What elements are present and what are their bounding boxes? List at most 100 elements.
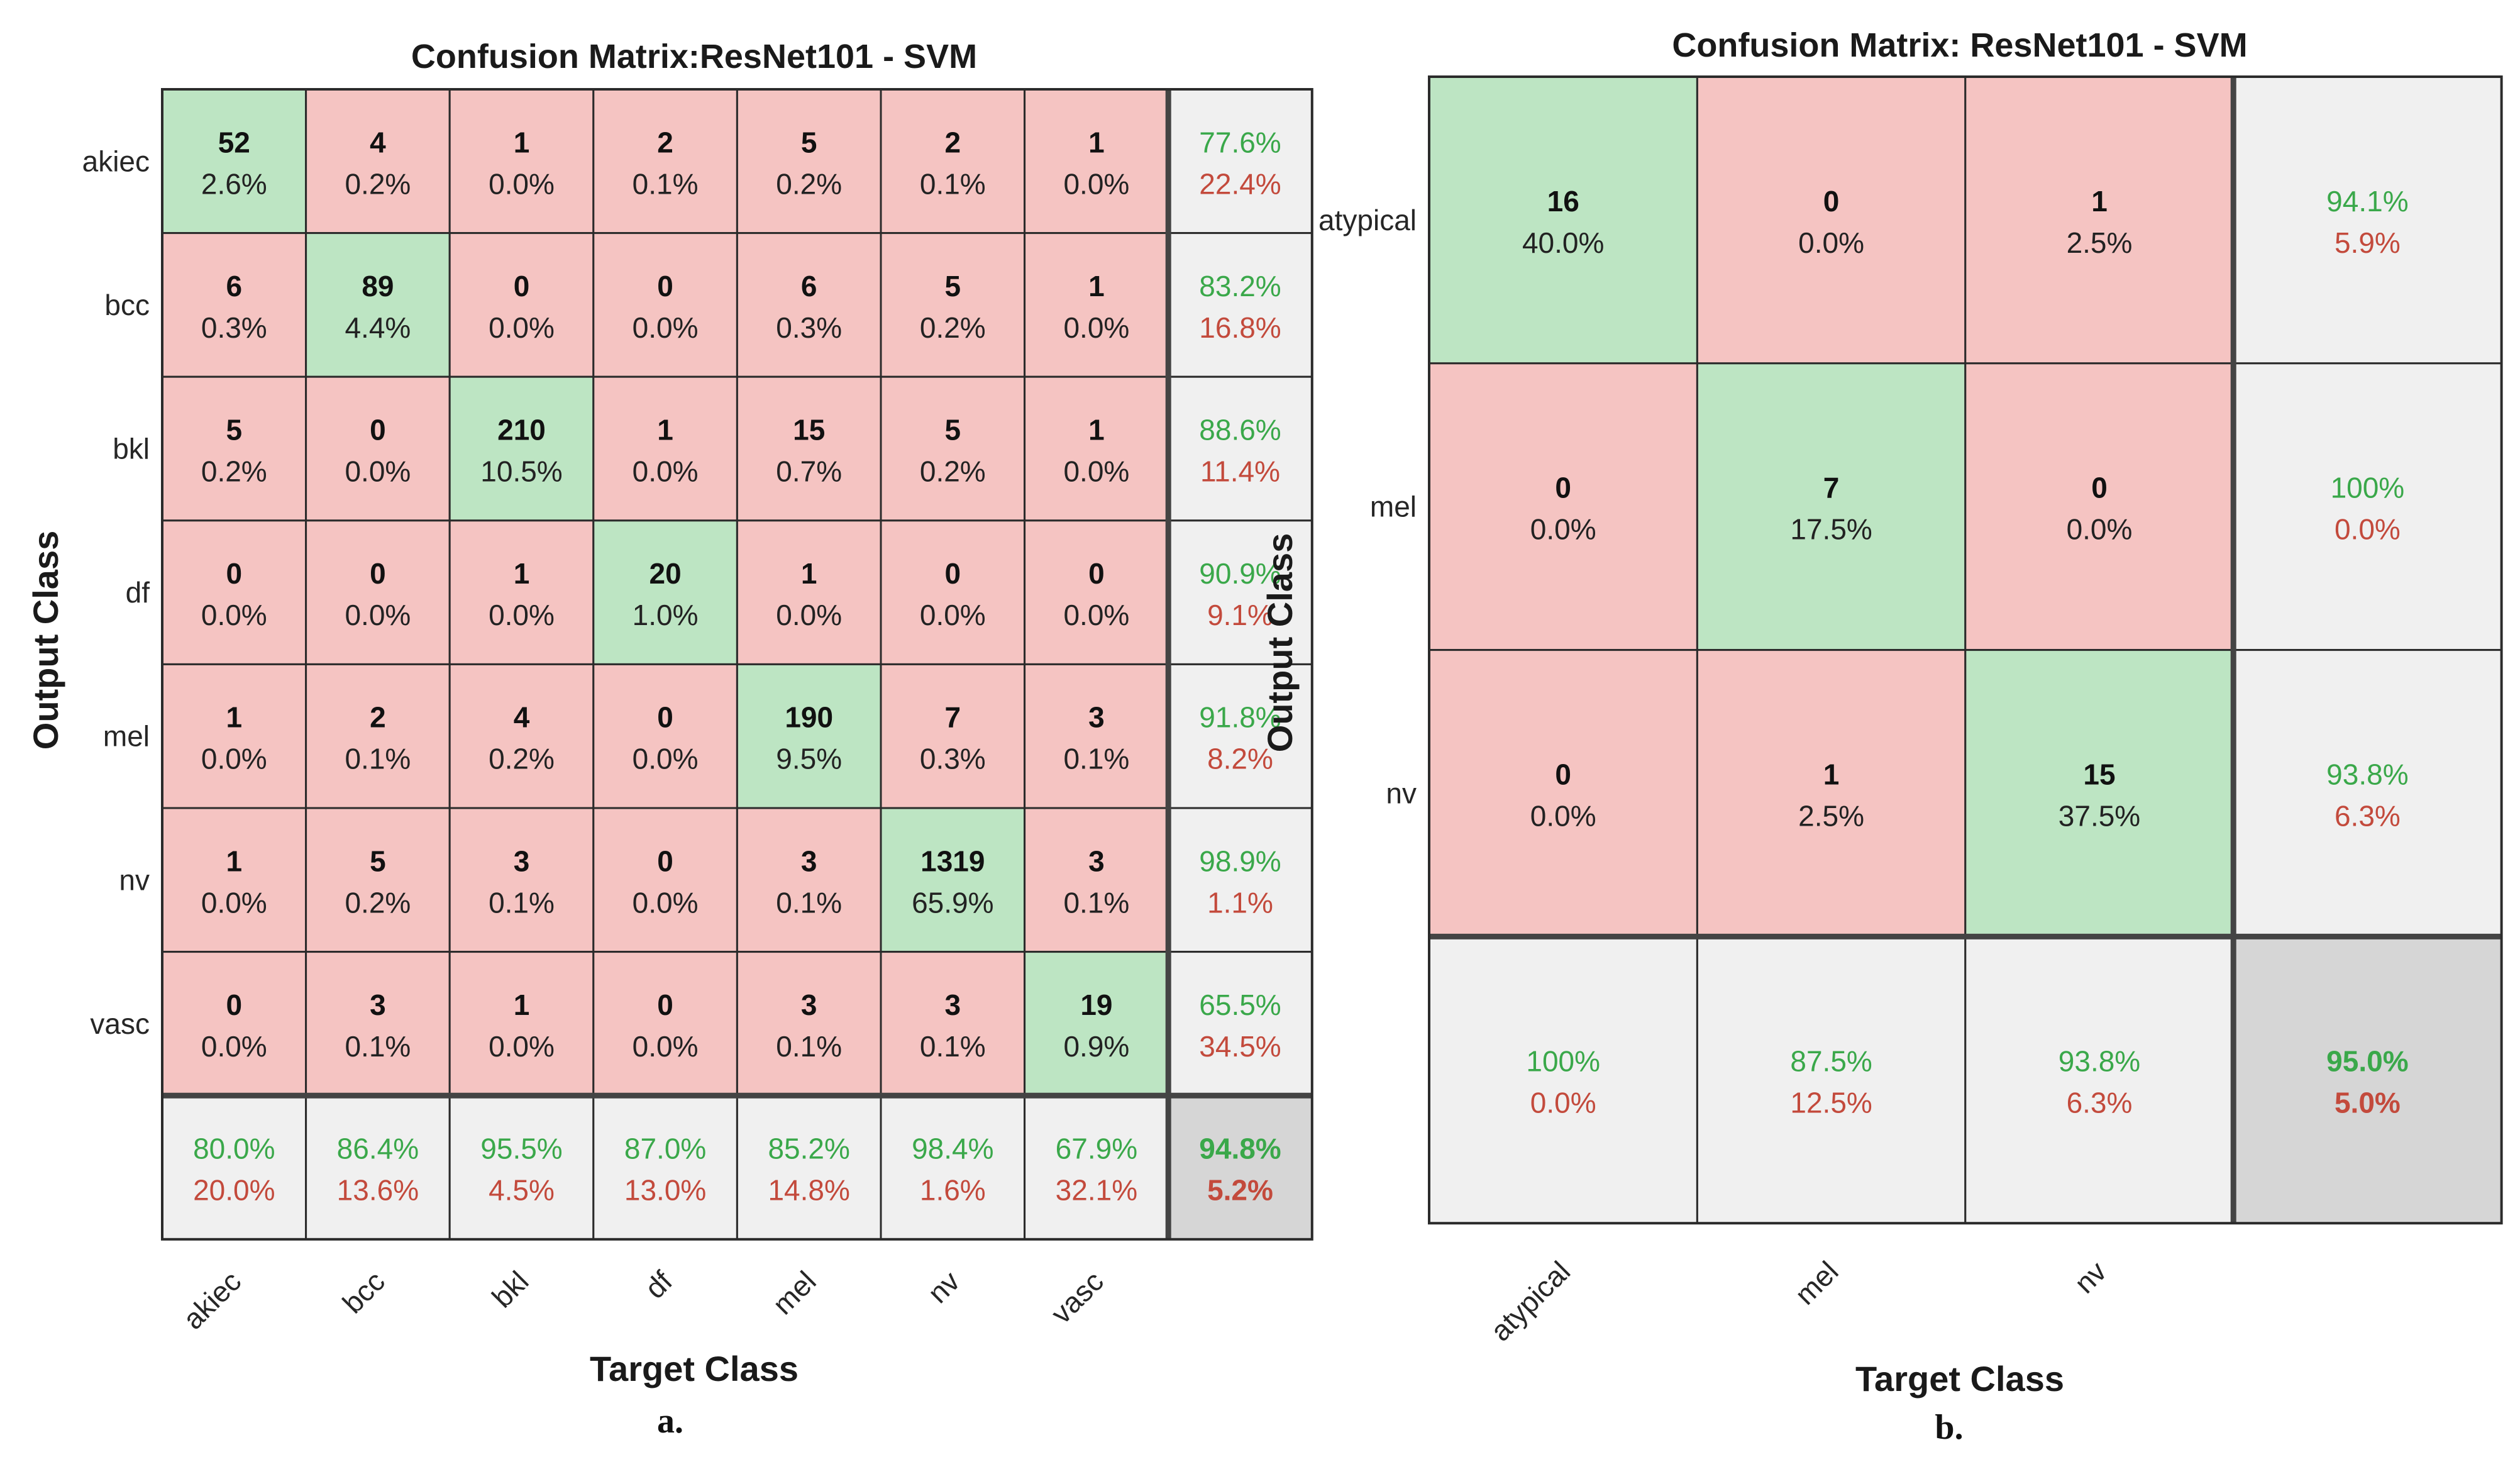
correct-cell-r0-c0	[161, 88, 307, 235]
correct-cell-r3-c3	[592, 519, 738, 665]
summary-correct-percent: 87.0%	[624, 1133, 706, 1165]
cell-percent: 0.0%	[201, 743, 267, 775]
misclassified-cell-r0-c2	[1964, 75, 2235, 365]
cell-percent: 0.0%	[633, 743, 699, 775]
misclassified-cell-r6-c5	[880, 951, 1026, 1097]
cell-percent: 0.1%	[345, 743, 411, 775]
cell-percent: 0.0%	[633, 1030, 699, 1063]
cell-percent: 0.0%	[1530, 800, 1596, 833]
column-tick-label: nv	[2068, 1255, 2113, 1300]
misclassified-cell-r2-c0	[1428, 649, 1698, 938]
correct-cell-r1-c1	[1696, 362, 1967, 651]
cell-count: 5	[945, 270, 961, 302]
cell-count: 5	[801, 126, 817, 158]
misclassified-cell-r0-c5	[880, 88, 1026, 235]
cell-count: 6	[226, 270, 243, 302]
summary-correct-percent: 95.0%	[2326, 1044, 2408, 1077]
summary-error-percent: 5.0%	[2335, 1086, 2401, 1119]
cell-count: 5	[370, 845, 386, 877]
cell-percent: 0.0%	[1063, 167, 1129, 200]
cell-percent: 0.1%	[776, 1030, 842, 1063]
misclassified-cell-r5-c2	[448, 807, 595, 953]
misclassified-cell-r6-c3	[592, 951, 738, 1097]
x-axis-label: Target Class	[590, 1349, 799, 1388]
misclassified-cell-r5-c0	[161, 807, 307, 953]
summary-error-percent: 20.0%	[193, 1174, 275, 1207]
cell-percent: 0.0%	[489, 167, 555, 200]
row-tick-label: bkl	[113, 433, 150, 465]
misclassified-cell-r3-c4	[736, 519, 882, 665]
cell-count: 1	[514, 557, 530, 590]
cell-count: 4	[370, 126, 386, 158]
misclassified-cell-r5-c1	[305, 807, 451, 953]
misclassified-cell-r6-c0	[161, 951, 307, 1097]
confusion-matrix-a: Confusion Matrix:ResNet101 - SVM 5 2 2.6% 4 0…	[26, 38, 1313, 1441]
summary-error-percent: 16.8%	[1199, 311, 1281, 344]
cell-count: 1	[226, 845, 243, 877]
misclassified-cell-r3-c5	[880, 519, 1026, 665]
summary-error-percent: 0.0%	[2335, 513, 2401, 546]
cell-percent: 2.6%	[201, 167, 267, 200]
summary-error-percent: 5.2%	[1207, 1174, 1273, 1207]
column-tick-label: nv	[921, 1265, 966, 1309]
correct-cell-r4-c4	[736, 663, 882, 809]
row-tick-label: mel	[1370, 490, 1417, 523]
cell-count: 1	[514, 126, 530, 158]
cell-percent: 0.0%	[1063, 599, 1129, 631]
cell-percent: 0.2%	[920, 455, 986, 488]
column-summary-cell-1	[1696, 935, 1967, 1224]
cell-percent: 0.1%	[345, 1030, 411, 1063]
summary-correct-percent: 94.8%	[1199, 1133, 1281, 1165]
cell-count: 3	[801, 989, 817, 1021]
column-summary-cell-5	[880, 1094, 1026, 1241]
summary-error-percent: 9.1%	[1207, 599, 1273, 631]
summary-error-percent: 0.0%	[1530, 1086, 1596, 1119]
cell-count: 3	[1088, 845, 1105, 877]
misclassified-cell-r6-c1	[305, 951, 451, 1097]
cell-percent: 0.0%	[1063, 455, 1129, 488]
row-summary-cell-6	[1167, 951, 1313, 1097]
cell-count: 1	[2091, 185, 2108, 218]
cell-percent: 0.0%	[345, 599, 411, 631]
column-summary-cell-3	[592, 1094, 738, 1241]
cell-percent: 1.0%	[633, 599, 699, 631]
column-summary-cell-0	[161, 1094, 307, 1241]
summary-correct-percent: 87.5%	[1790, 1044, 1872, 1077]
cell-percent: 0.0%	[633, 886, 699, 919]
summary-correct-percent: 95.5%	[480, 1133, 562, 1165]
summary-error-percent: 6.3%	[2067, 1086, 2133, 1119]
overall-accuracy-cell	[2232, 935, 2503, 1224]
misclassified-cell-r4-c0	[161, 663, 307, 809]
cell-count: 5	[226, 414, 243, 446]
correct-cell-r6-c6	[1024, 951, 1169, 1097]
misclassified-cell-r5-c4	[736, 807, 882, 953]
summary-correct-percent: 91.8%	[1199, 701, 1281, 734]
misclassified-cell-r6-c2	[448, 951, 595, 1097]
cell-count: 1	[514, 989, 530, 1021]
cell-count: 190	[785, 701, 833, 734]
cell-count: 15	[793, 414, 825, 446]
cell-count: 16	[1547, 185, 1579, 218]
cell-percent: 0.0%	[489, 1030, 555, 1063]
summary-correct-percent: 85.2%	[768, 1133, 849, 1165]
cell-count: 3	[1088, 701, 1105, 734]
cell-count: 3	[801, 845, 817, 877]
cell-percent: 0.7%	[776, 455, 842, 488]
cell-count: 0	[657, 270, 673, 302]
chart-title: Confusion Matrix:ResNet101 - SVM	[411, 38, 977, 75]
column-tick-label: mel	[766, 1265, 822, 1321]
cell-percent: 0.2%	[345, 886, 411, 919]
cell-percent: 0.2%	[201, 455, 267, 488]
row-summary-cell-5	[1167, 807, 1313, 953]
cell-count: 3	[370, 989, 386, 1021]
cell-count: 0	[657, 845, 673, 877]
cell-count: 0	[1555, 472, 1571, 504]
cell-percent: 0.0%	[633, 455, 699, 488]
correct-cell-r1-c1	[305, 232, 451, 378]
subfigure-caption: b.	[1935, 1408, 1963, 1447]
cell-count: 2	[945, 126, 961, 158]
cell-count: 1	[1088, 270, 1105, 302]
cell-percent: 0.0%	[201, 1030, 267, 1063]
misclassified-cell-r3-c6	[1024, 519, 1169, 665]
summary-correct-percent: 86.4%	[337, 1133, 419, 1165]
